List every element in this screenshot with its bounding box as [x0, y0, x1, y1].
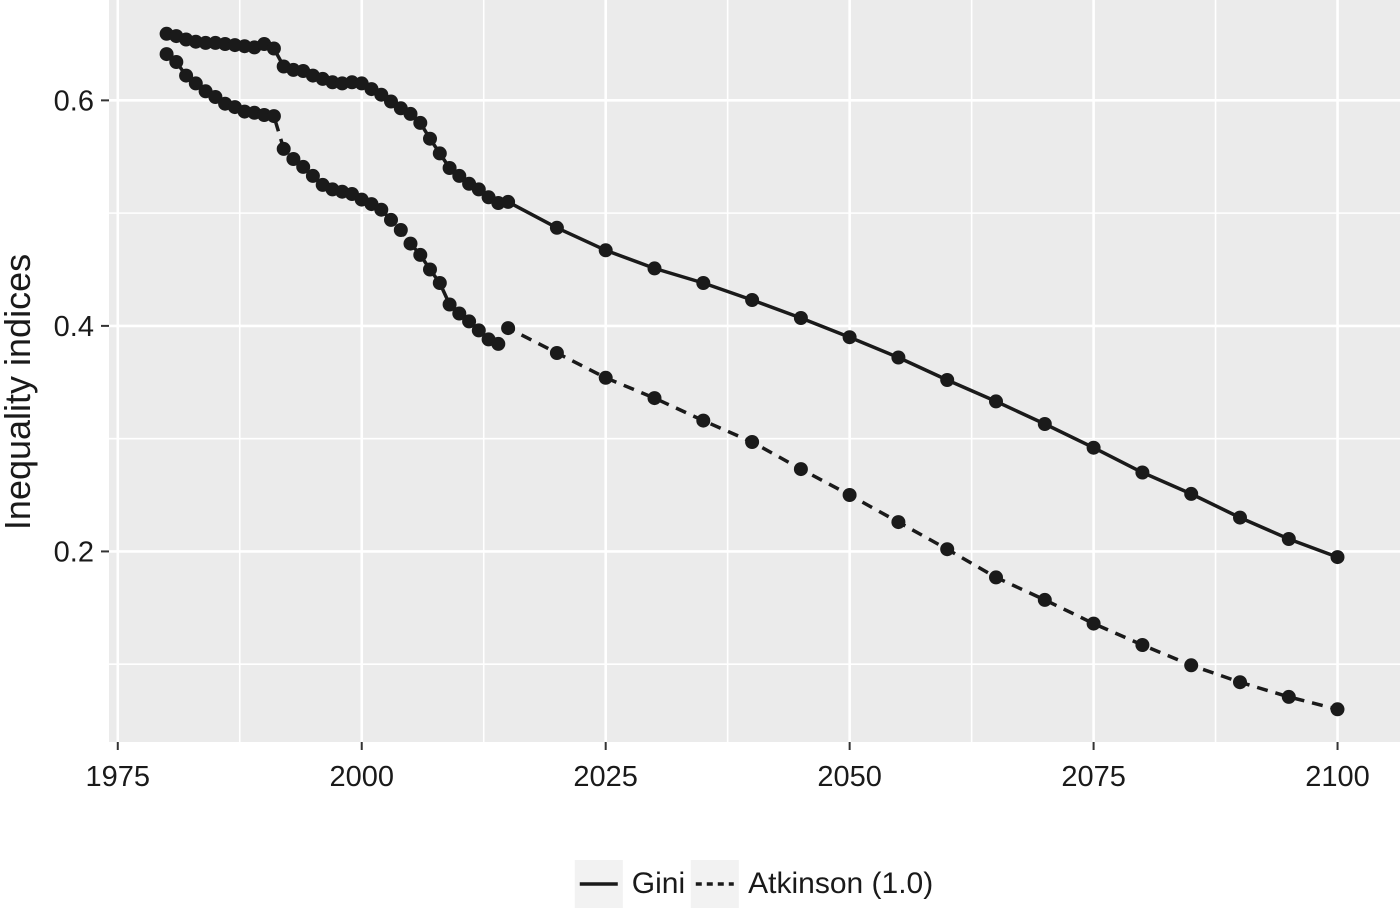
gini-point	[989, 394, 1003, 409]
legend: Gini Atkinson (1.0)	[574, 860, 933, 908]
x-tick-label: 2025	[573, 761, 638, 793]
atkinson-1-0-point	[159, 47, 174, 62]
gini-point	[1281, 532, 1296, 546]
atkinson-1-0-point	[462, 314, 477, 329]
atkinson-1-0-point	[940, 542, 955, 557]
atkinson-1-0-point	[452, 306, 467, 321]
gini-point	[598, 243, 613, 258]
y-axis-tick-labels: 0.2 0.4 0.6	[54, 85, 94, 568]
gini-point	[423, 131, 437, 146]
atkinson-1-0-point	[296, 159, 311, 174]
gini-point	[403, 106, 418, 121]
legend-entry-gini: Gini	[574, 860, 686, 908]
gini-point	[384, 94, 398, 109]
atkinson-1-0-point	[989, 570, 1003, 585]
legend-label-gini: Gini	[631, 867, 686, 900]
gini-point	[413, 115, 428, 130]
atkinson-1-0-point	[442, 297, 457, 312]
gini-point	[940, 373, 955, 387]
atkinson-1-0-point	[384, 212, 398, 227]
atkinson-1-0-point	[1135, 638, 1150, 652]
atkinson-1-0-point	[696, 413, 711, 428]
atkinson-1-0-point	[1037, 592, 1052, 607]
gini-point	[1037, 417, 1052, 431]
gini-point	[198, 35, 213, 50]
y-axis-title: Inequality indices	[0, 254, 38, 530]
atkinson-1-0-point	[423, 262, 437, 277]
gini-point	[793, 311, 808, 325]
legend-entry-atkinson: Atkinson (1.0)	[691, 860, 933, 908]
x-tick-label: 2075	[1061, 761, 1126, 793]
x-axis-tick-labels: 1975 2000 2025 2050 2075 2100	[86, 761, 1370, 793]
atkinson-1-0-point	[1330, 702, 1345, 717]
gini-point	[442, 161, 457, 175]
atkinson-1-0-point	[891, 515, 906, 530]
atkinson-1-0-point	[374, 202, 389, 217]
gini-point	[432, 146, 447, 161]
gini-point	[1135, 465, 1150, 480]
atkinson-1-0-point	[491, 336, 506, 351]
gini-point	[745, 293, 760, 307]
y-tick-label: 0.2	[54, 536, 94, 568]
atkinson-1-0-point	[598, 370, 613, 385]
atkinson-1-0-point	[1281, 689, 1296, 704]
x-tick-label: 2100	[1305, 761, 1370, 793]
atkinson-1-0-point	[1184, 658, 1199, 673]
y-tick-label: 0.6	[54, 85, 94, 117]
gini-solid-line-key-icon	[574, 860, 623, 908]
atkinson-1-0-point	[1086, 616, 1101, 631]
gini-point	[1086, 440, 1101, 455]
atkinson-1-0-point	[471, 323, 486, 338]
gini-point	[1330, 550, 1345, 565]
atkinson-dashed-line-key-icon	[691, 860, 740, 908]
atkinson-1-0-point	[305, 168, 320, 183]
plot-panel	[109, 0, 1400, 742]
gini-point	[1184, 486, 1199, 501]
atkinson-1-0-point	[276, 141, 291, 156]
atkinson-1-0-point	[793, 462, 808, 477]
atkinson-1-0-point	[842, 488, 857, 502]
legend-label-atkinson: Atkinson (1.0)	[748, 867, 934, 900]
atkinson-1-0-point	[549, 346, 564, 360]
gini-points	[159, 26, 1345, 565]
gini-point	[471, 182, 486, 197]
atkinson-1-0-point	[266, 109, 281, 124]
atkinson-1-0-point	[188, 76, 203, 91]
atkinson-1-0-point	[286, 152, 301, 166]
atkinson-1-0-point	[413, 247, 428, 262]
atkinson-1-0-point	[745, 435, 760, 449]
atkinson-1-0-point	[393, 223, 408, 237]
x-tick-label: 1975	[86, 761, 151, 793]
gini-point	[549, 220, 564, 235]
atkinson-1-0-points	[159, 47, 1345, 717]
atkinson-1-0-point	[1233, 675, 1247, 690]
y-tick-label: 0.4	[54, 311, 94, 343]
atkinson-1-0-point	[432, 276, 447, 290]
atkinson-1-0-point	[403, 236, 418, 251]
atkinson-1-0-point	[647, 391, 662, 406]
axis-tick-marks	[101, 99, 1339, 750]
atkinson-1-0-point	[169, 55, 184, 69]
gini-point	[501, 194, 516, 209]
gini-point	[452, 168, 467, 183]
atkinson-1-0-point	[179, 68, 194, 83]
gini-point	[842, 330, 857, 345]
gini-point	[266, 41, 281, 56]
gini-point	[1233, 510, 1247, 525]
gini-point	[647, 261, 662, 276]
gini-point	[696, 276, 711, 290]
gini-point	[374, 87, 389, 102]
x-tick-label: 2000	[329, 761, 394, 793]
atkinson-1-0-point	[501, 321, 516, 336]
x-tick-label: 2050	[817, 761, 882, 793]
gini-point	[891, 350, 906, 365]
